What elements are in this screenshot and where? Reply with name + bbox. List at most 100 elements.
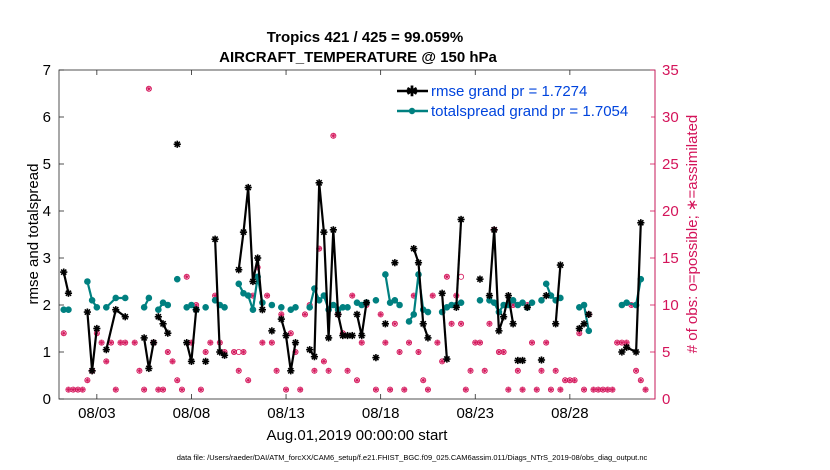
obs-count-point xyxy=(382,339,389,346)
obs-count-point xyxy=(344,367,351,374)
totalspread-point xyxy=(155,306,162,314)
rmse-point xyxy=(542,292,550,300)
obs-count-point xyxy=(141,386,148,393)
rmse-point xyxy=(457,215,465,224)
totalspread-point xyxy=(623,299,630,306)
totalspread-point xyxy=(235,280,243,288)
obs-count-point xyxy=(235,367,242,374)
obs-count-point xyxy=(202,348,209,355)
y-right-tick-label: 30 xyxy=(662,109,679,126)
totalspread-point xyxy=(278,304,285,311)
rmse-point xyxy=(495,327,503,335)
obs-count-point xyxy=(571,377,578,384)
rmse-point xyxy=(258,306,266,314)
obs-count-point xyxy=(98,339,105,346)
rmse-point xyxy=(580,320,588,328)
obs-count-point xyxy=(391,320,398,327)
totalspread-point xyxy=(344,304,351,311)
rmse-point xyxy=(556,261,564,269)
totalspread-point xyxy=(538,296,545,304)
totalspread-point xyxy=(490,299,498,306)
totalspread-point xyxy=(65,306,72,314)
obs-count-point xyxy=(581,386,588,393)
obs-count-point xyxy=(131,339,138,346)
rmse-point xyxy=(334,310,342,318)
obs-count-point xyxy=(566,377,573,384)
rmse-point xyxy=(145,364,153,373)
rmse-point xyxy=(315,179,323,187)
rmse-point xyxy=(485,292,494,300)
totalspread-point xyxy=(330,301,337,309)
y-left-tick-label: 7 xyxy=(43,62,51,79)
obs-count-point xyxy=(178,386,185,393)
obs-count-point xyxy=(325,367,332,374)
obs-count-point xyxy=(330,132,337,139)
rmse-point xyxy=(575,324,583,333)
y-right-tick-label: 35 xyxy=(662,62,679,79)
x-tick-label: 08/13 xyxy=(267,405,305,422)
totalspread-point xyxy=(188,301,195,309)
y-axis-left-title: rmse and totalspread xyxy=(25,164,42,305)
y-left-tick-label: 2 xyxy=(43,297,51,314)
obs-count-point xyxy=(387,386,394,393)
rmse-point xyxy=(362,299,371,307)
obs-count-point xyxy=(320,358,327,365)
obs-count-point xyxy=(353,377,360,384)
obs-count-point xyxy=(533,386,540,393)
rmse-point xyxy=(585,310,593,318)
rmse-point xyxy=(518,356,527,365)
rmse-point xyxy=(476,275,484,283)
obs-count-point xyxy=(245,377,252,384)
rmse-point xyxy=(121,313,129,321)
y-left-tick-label: 0 xyxy=(43,391,51,408)
x-axis-title: Aug.01,2019 00:00:00 start xyxy=(267,427,449,444)
rmse-point xyxy=(623,343,631,351)
rmse-point xyxy=(60,268,68,276)
obs-count-point xyxy=(197,386,204,393)
totalspread-point xyxy=(292,304,299,311)
obs-count-point xyxy=(74,386,81,393)
rmse-point xyxy=(244,183,252,192)
obs-count-point xyxy=(505,386,512,393)
rmse-point xyxy=(310,353,319,361)
totalspread-point xyxy=(372,296,380,304)
obs-count-point xyxy=(79,386,86,393)
legend: ✱ rmse grand pr = 1.7274 totalspread gra… xyxy=(395,82,651,124)
rmse-point xyxy=(112,306,120,314)
obs-count-point xyxy=(410,292,417,299)
rmse-series xyxy=(60,140,645,375)
rmse-point xyxy=(410,245,418,253)
obs-count-point xyxy=(145,85,152,92)
obs-count-point xyxy=(642,386,649,393)
obs-count-point xyxy=(174,377,181,384)
legend-rmse-marker: ✱ xyxy=(406,83,418,99)
chart-title: Tropics 421 / 425 = 99.059% xyxy=(267,29,463,46)
obs-count-point xyxy=(301,311,308,318)
obs-count-point xyxy=(434,339,441,346)
rmse-point xyxy=(254,254,262,262)
legend-spread-marker xyxy=(408,107,416,115)
obs-count-point xyxy=(609,386,616,393)
obs-count-point xyxy=(259,339,266,346)
rmse-point xyxy=(249,277,257,286)
rmse-point xyxy=(216,348,224,356)
series-line-segment xyxy=(237,186,264,310)
rmse-point xyxy=(348,331,356,340)
rmse-point xyxy=(325,334,333,342)
rmse-point xyxy=(150,339,158,347)
obs-count-point xyxy=(420,377,427,384)
y-right-tick-label: 20 xyxy=(662,203,679,220)
obs-count-point xyxy=(467,367,474,374)
obs-count-point xyxy=(297,386,304,393)
obs-count-point xyxy=(401,386,408,393)
obs-count-point xyxy=(169,358,176,365)
rmse-point xyxy=(414,259,423,267)
rmse-point xyxy=(282,331,290,340)
rmse-point xyxy=(202,357,210,365)
obs-count-point xyxy=(633,367,640,374)
obs-count-point xyxy=(358,339,365,346)
series-line-segment xyxy=(412,248,430,339)
plot-area xyxy=(58,69,656,400)
totalspread-point xyxy=(519,299,526,306)
rmse-point xyxy=(220,351,229,359)
